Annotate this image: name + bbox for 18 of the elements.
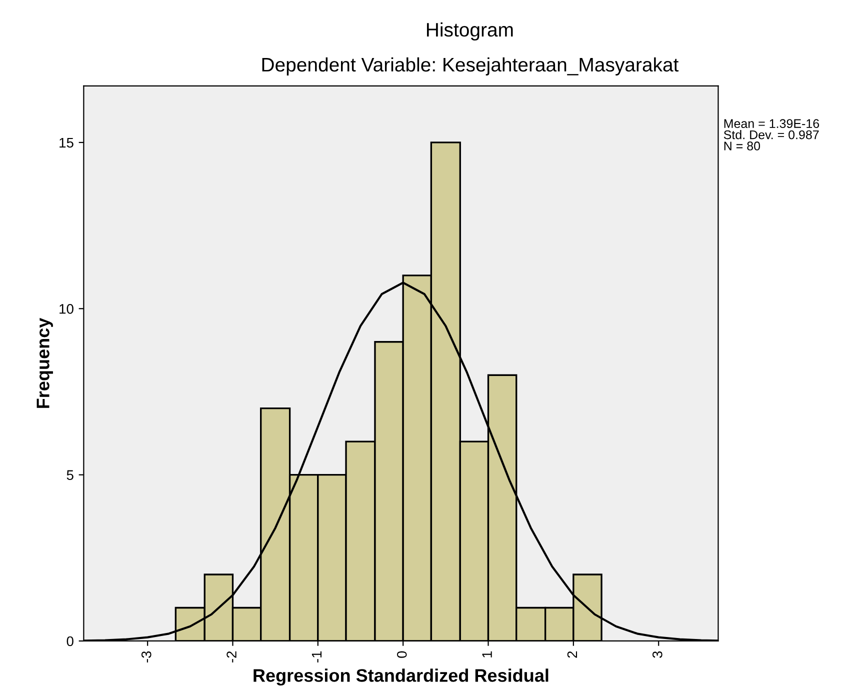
y-tick-label: 15 bbox=[60, 138, 74, 148]
y-axis-title: Frequency bbox=[36, 318, 53, 408]
y-tick-label: 10 bbox=[60, 304, 74, 314]
x-tick-label: -1 bbox=[312, 651, 322, 662]
x-tick-label: 3 bbox=[652, 651, 662, 658]
chart-title: Histogram bbox=[426, 22, 513, 41]
x-tick-label: -2 bbox=[226, 651, 236, 662]
y-tick-label: 0 bbox=[66, 636, 74, 646]
x-axis-title: Regression Standardized Residual bbox=[254, 668, 548, 686]
chart-subtitle: Dependent Variable: Kesejahteraan_Masyarakat bbox=[262, 57, 679, 76]
x-tick-label: 1 bbox=[482, 651, 492, 658]
x-tick-label: 0 bbox=[396, 651, 407, 658]
x-tick-label: -3 bbox=[141, 651, 152, 662]
x-tick-label: 2 bbox=[567, 651, 578, 658]
text: Std. Dev. = 0.987 bbox=[724, 130, 819, 140]
text: Mean = 1.39E-16 bbox=[724, 119, 820, 128]
text: N = 80 bbox=[724, 142, 760, 150]
y-tick-label: 5 bbox=[66, 470, 74, 480]
